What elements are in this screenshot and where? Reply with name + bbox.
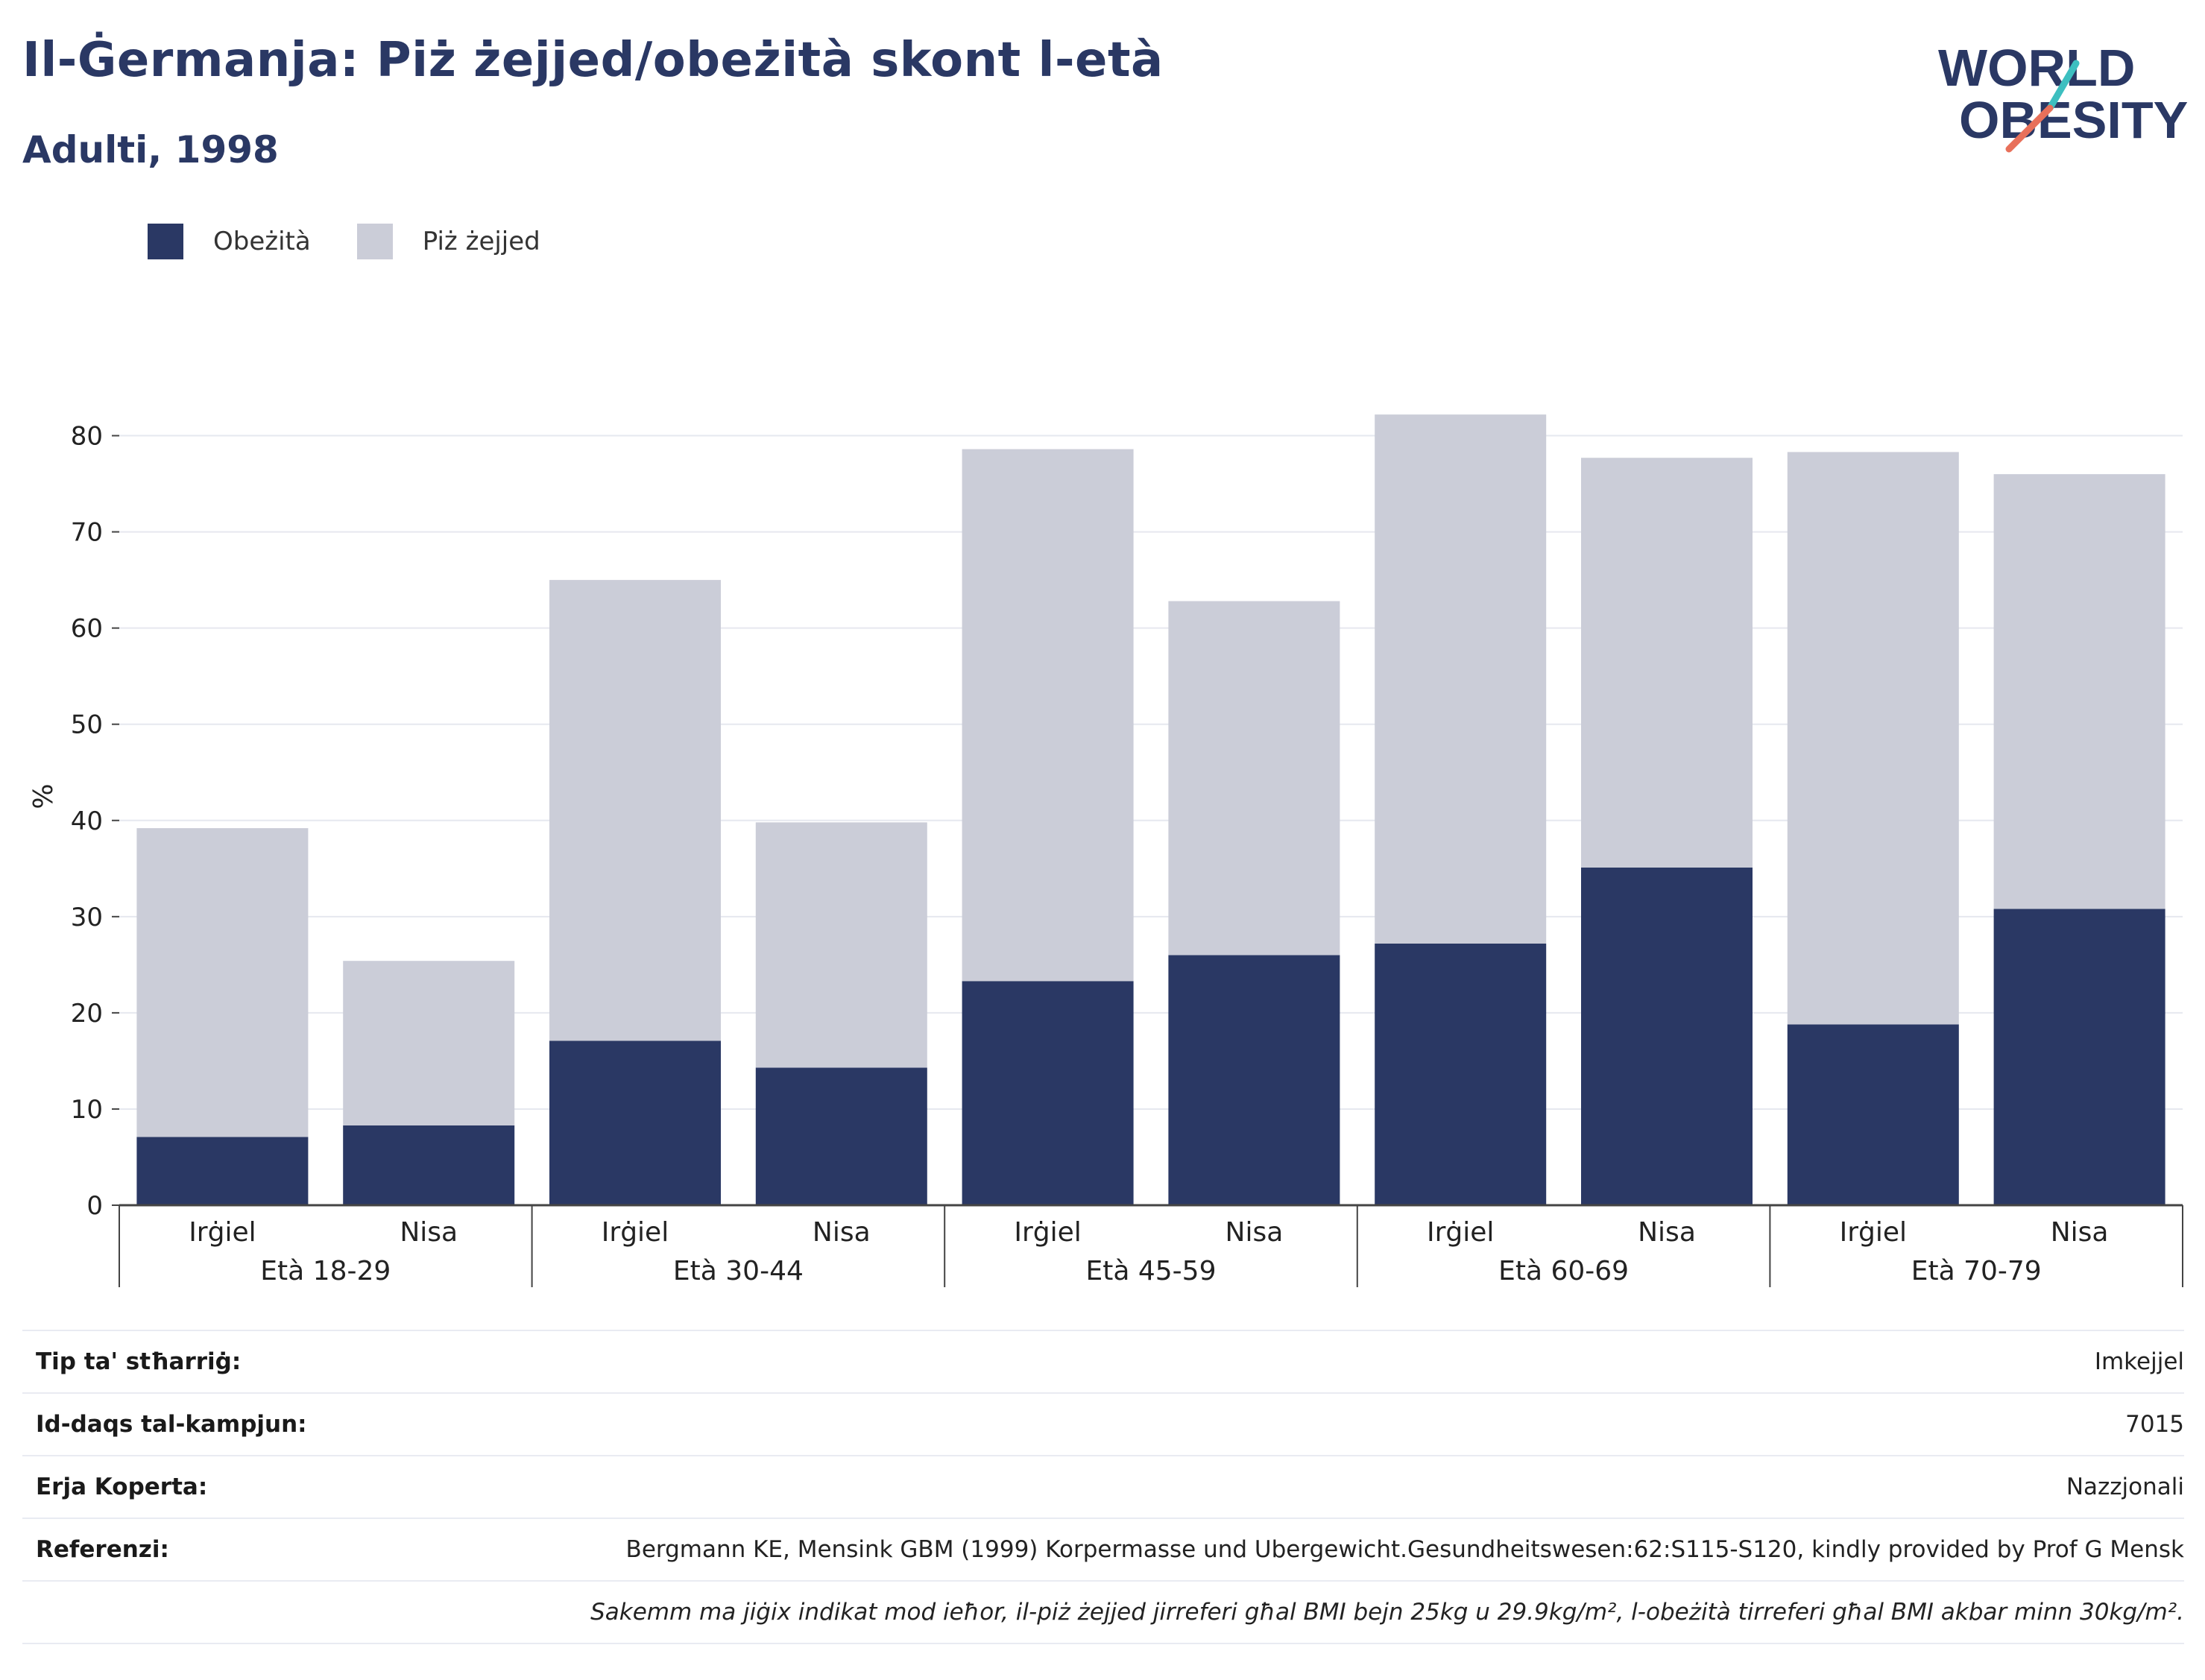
x-category-label: Nisa [1225,1217,1284,1248]
y-tick-label: 80 [71,422,103,452]
y-axis-label: % [28,783,59,809]
info-value: Bergmann KE, Mensink GBM (1999) Korperma… [625,1536,2184,1563]
bar-obesity [343,1125,515,1205]
bar-obesity [549,1040,721,1205]
x-group-label: Età 60-69 [1498,1256,1629,1286]
world-obesity-logo: WORLD OBESITY [1938,39,2188,153]
logo-line-world: WORLD [1938,39,2135,97]
y-tick-label: 40 [71,806,103,836]
chart-legend: Obeżità Piż żejjed [148,224,587,259]
legend-label-overweight: Piż żejjed [422,227,540,256]
legend-item-obesity[interactable]: Obeżità [148,224,311,259]
bar-obesity [1375,943,1547,1205]
y-tick-label: 30 [71,903,103,932]
info-row-area-covered: Erja Koperta: Nazzjonali [22,1456,2184,1519]
legend-swatch-overweight [356,224,393,259]
info-row-note: Sakemm ma jiġix indikat mod ieħor, il-pi… [22,1582,2184,1644]
bar-obesity [1168,955,1340,1205]
bar-overweight [962,449,1134,982]
bar-overweight [755,822,927,1068]
bar-overweight [549,580,721,1041]
info-key: Referenzi: [36,1536,169,1563]
x-group-label: Età 18-29 [260,1256,391,1286]
x-category-label: Irġiel [602,1217,669,1248]
logo-line-obesity: OBESITY [1959,91,2188,149]
y-tick-label: 50 [71,710,103,740]
info-row-survey-type: Tip ta' stħarriġ: Imkejjel [22,1331,2184,1394]
y-tick-label: 10 [71,1095,103,1125]
bar-obesity [1581,868,1753,1205]
bar-obesity [1993,909,2165,1205]
logo-slash-coral [2005,104,2054,153]
bar-overweight [1375,414,1547,944]
bar-overweight [1993,474,2165,909]
bar-overweight [136,828,309,1137]
info-row-sample-size: Id-daqs tal-kampjun: 7015 [22,1394,2184,1456]
bar-overweight [1168,601,1340,956]
info-row-references: Referenzi: Bergmann KE, Mensink GBM (199… [22,1519,2184,1582]
x-category-label: Irġiel [1014,1217,1081,1248]
x-group-label: Età 30-44 [673,1256,804,1286]
y-tick-label: 20 [71,999,103,1029]
bar-obesity [755,1067,927,1205]
x-category-label: Nisa [2051,1217,2109,1248]
x-category-label: Irġiel [1840,1217,1907,1248]
bar-overweight [1787,452,1959,1025]
legend-swatch-obesity [148,224,183,259]
chart-title: Il-Ġermanja: Piż żejjed/obeżità skont l-… [22,33,1164,88]
x-category-label: Nisa [1638,1217,1696,1248]
x-group-label: Età 45-59 [1086,1256,1217,1286]
y-tick-label: 60 [71,614,103,644]
x-category-label: Nisa [400,1217,458,1248]
x-category-label: Irġiel [189,1217,256,1248]
bmi-definition-note: Sakemm ma jiġix indikat mod ieħor, il-pi… [590,1599,2184,1626]
bar-overweight [1581,458,1753,868]
chart-subtitle: Adulti, 1998 [22,128,279,171]
info-key: Id-daqs tal-kampjun: [36,1411,307,1438]
survey-info-table: Tip ta' stħarriġ: Imkejjel Id-daqs tal-k… [22,1330,2184,1644]
stacked-bar-chart: 0 10 20 30 40 50 60 70 80% Irġiel Nisa Irġiel Nisa Ir… [28,414,2183,1287]
info-key: Erja Koperta: [36,1474,208,1500]
info-value: Imkejjel [2094,1348,2184,1375]
bar-overweight [343,961,515,1125]
y-tick-label: 70 [71,518,103,548]
info-value: Nazzjonali [2066,1474,2184,1500]
bar-obesity [136,1137,309,1205]
legend-label-obesity: Obeżità [213,227,311,256]
legend-item-overweight[interactable]: Piż żejjed [356,224,540,259]
y-tick-label: 0 [86,1191,103,1221]
x-group-label: Età 70-79 [1911,1256,2042,1286]
x-category-label: Nisa [813,1217,871,1248]
info-key: Tip ta' stħarriġ: [36,1348,242,1375]
logo-slash-teal [2046,60,2080,112]
x-category-label: Irġiel [1427,1217,1494,1248]
bar-obesity [1787,1024,1959,1205]
info-value: 7015 [2125,1411,2184,1438]
bar-obesity [962,981,1134,1205]
